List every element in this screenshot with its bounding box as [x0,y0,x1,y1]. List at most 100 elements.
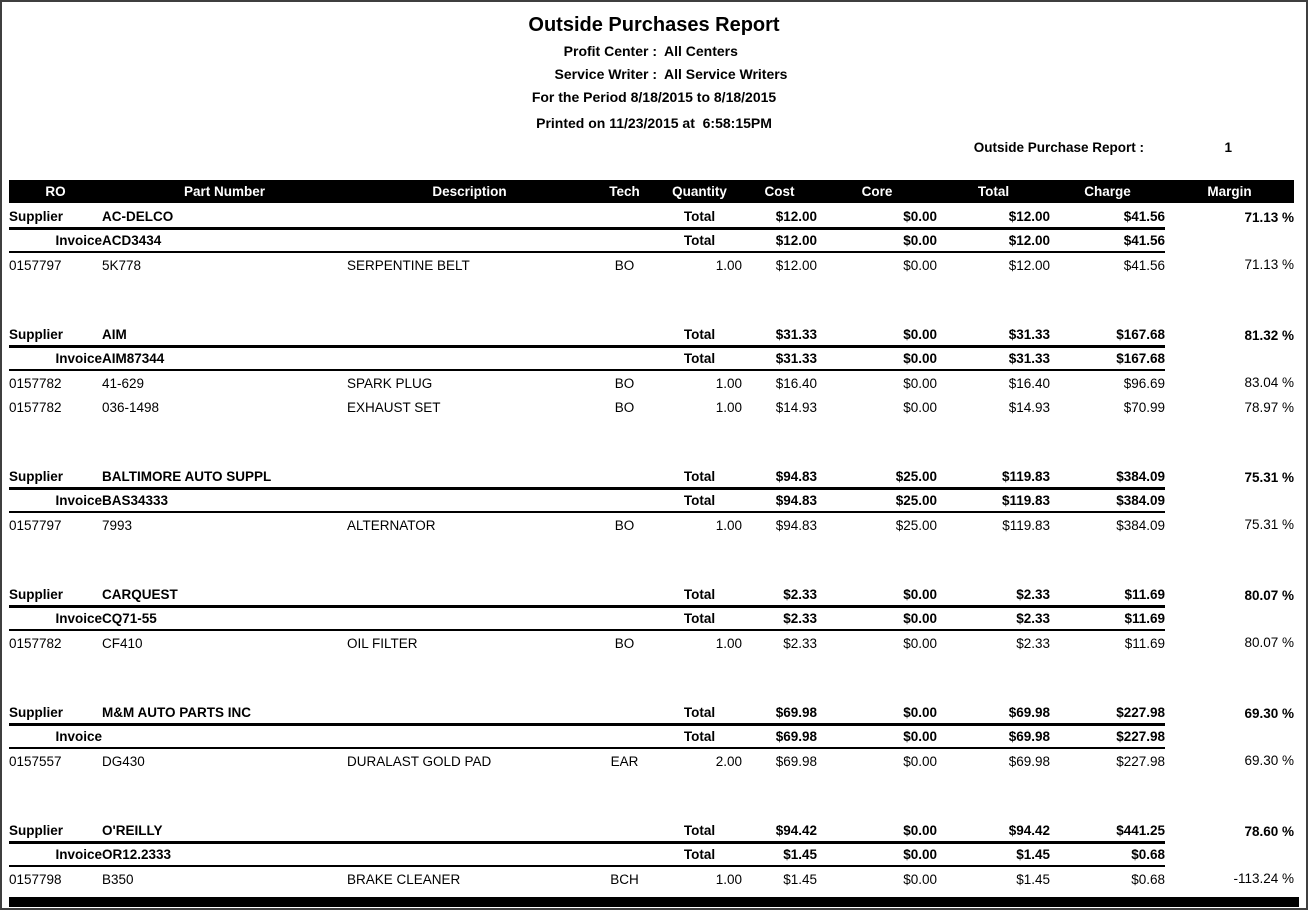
invoice-number [102,724,347,749]
invoice-total-row: Invoice AIM87344 Total $31.33 $0.00 $31.… [9,346,1294,371]
invoice-total-charge: $384.09 [1050,488,1165,513]
part-line-row: 0157557 DG430 DURALAST GOLD PAD EAR 2.00… [9,748,1294,773]
empty-cell [592,206,657,230]
invoice-total-cost: $94.83 [742,488,817,513]
line-tech: BCH [610,871,639,887]
page-number-row: Outside Purchase Report : 1 [2,140,1306,158]
line-cost: $1.45 [783,871,817,887]
invoice-number: ACD3434 [102,228,347,253]
supplier-total-total: $69.98 [937,702,1050,726]
col-header-margin: Margin [1165,180,1294,203]
line-tech: BO [614,399,635,415]
line-tech: BO [614,257,635,273]
invoice-total-label: Total [657,488,742,513]
empty-cell [347,702,592,726]
line-margin: 83.04 % [1244,375,1294,390]
line-ro: 0157797 [9,517,62,533]
invoice-label: Invoice [9,488,102,513]
line-margin: 80.07 % [1244,635,1294,650]
part-line-row: 0157797 5K778 SERPENTINE BELT BO 1.00 $1… [9,252,1294,277]
empty-cell [592,606,657,631]
invoice-total-cost: $2.33 [742,606,817,631]
line-total: $16.40 [1008,375,1050,391]
page-number-label: Outside Purchase Report : [973,140,1144,155]
line-tech: BO [614,517,635,533]
supplier-total-total: $2.33 [937,584,1050,608]
empty-cell [347,488,592,513]
empty-cell [347,228,592,253]
line-total: $69.98 [1008,753,1050,769]
line-margin: 78.97 % [1244,399,1294,415]
empty-cell [347,584,592,608]
invoice-total-total: $69.98 [937,724,1050,749]
empty-cell [347,724,592,749]
line-ro: 0157782 [9,635,62,651]
line-description: DURALAST GOLD PAD [347,753,492,769]
supplier-block: Supplier O'REILLY Total $94.42 $0.00 $94… [9,820,1294,891]
empty-cell [1165,347,1294,371]
supplier-total-cost: $69.98 [742,702,817,726]
line-cost: $69.98 [775,753,817,769]
line-margin: 69.30 % [1244,753,1294,768]
supplier-total-core: $25.00 [817,466,937,490]
supplier-total-charge: $441.25 [1050,820,1165,844]
supplier-total-margin: 80.07 % [1244,587,1294,603]
col-header-quantity: Quantity [657,180,742,203]
supplier-total-core: $0.00 [817,584,937,608]
supplier-total-core: $0.00 [817,820,937,844]
invoice-total-cost: $31.33 [742,346,817,371]
supplier-total-label: Total [657,820,742,844]
line-ro: 0157782 [9,375,62,391]
supplier-block: Supplier CARQUEST Total $2.33 $0.00 $2.3… [9,584,1294,655]
line-quantity: 1.00 [715,517,742,533]
invoice-total-charge: $227.98 [1050,724,1165,749]
line-total: $14.93 [1008,399,1050,415]
supplier-blocks: Supplier AC-DELCO Total $12.00 $0.00 $12… [2,206,1306,891]
line-core: $0.00 [903,753,937,769]
line-cost: $14.93 [775,399,817,415]
supplier-total-label: Total [657,466,742,490]
empty-cell [347,842,592,867]
invoice-total-cost: $12.00 [742,228,817,253]
supplier-name: BALTIMORE AUTO SUPPL [102,466,347,490]
part-line-row: 0157798 B350 BRAKE CLEANER BCH 1.00 $1.4… [9,866,1294,891]
invoice-total-row: Invoice ACD3434 Total $12.00 $0.00 $12.0… [9,228,1294,253]
invoice-total-row: Invoice OR12.2333 Total $1.45 $0.00 $1.4… [9,842,1294,867]
supplier-label: Supplier [9,584,102,608]
line-description: ALTERNATOR [347,517,436,533]
line-margin: 71.13 % [1244,257,1294,272]
supplier-total-charge: $11.69 [1050,584,1165,608]
supplier-block: Supplier BALTIMORE AUTO SUPPL Total $94.… [9,466,1294,537]
line-charge: $70.99 [1123,399,1165,415]
line-part-number: 036-1498 [102,399,160,415]
empty-cell [592,228,657,253]
col-header-part-number: Part Number [102,180,347,203]
line-tech: BO [614,375,635,391]
empty-cell [1165,843,1294,867]
invoice-total-cost: $1.45 [742,842,817,867]
line-part-number: 7993 [102,517,133,533]
line-charge: $0.68 [1131,871,1165,887]
invoice-total-total: $2.33 [937,606,1050,631]
empty-cell [1165,607,1294,631]
line-core: $0.00 [903,399,937,415]
line-quantity: 2.00 [715,753,742,769]
empty-cell [592,702,657,726]
invoice-total-core: $0.00 [817,228,937,253]
supplier-total-label: Total [657,702,742,726]
line-cost: $12.00 [775,257,817,273]
empty-cell [592,842,657,867]
col-header-total: Total [937,180,1050,203]
invoice-total-cost: $69.98 [742,724,817,749]
supplier-total-margin: 71.13 % [1244,209,1294,225]
service-writer-value: All Service Writers [664,66,788,82]
line-margin: -113.24 % [1233,871,1294,886]
page-number-value: 1 [1224,140,1232,155]
supplier-total-total: $119.83 [937,466,1050,490]
empty-cell [347,466,592,490]
invoice-total-total: $31.33 [937,346,1050,371]
supplier-total-label: Total [657,584,742,608]
part-line-row: 0157797 7993 ALTERNATOR BO 1.00 $94.83 $… [9,512,1294,537]
empty-cell [1165,725,1294,749]
invoice-total-label: Total [657,606,742,631]
